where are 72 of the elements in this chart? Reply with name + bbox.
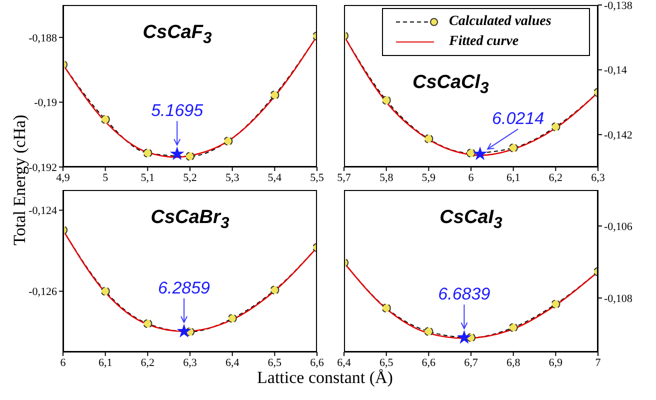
x-tick-label: 6,4 — [225, 356, 240, 369]
point — [100, 286, 110, 296]
text: CsCaF$_{3}$ — [142, 22, 213, 48]
x-tick-label: 7 — [595, 356, 602, 369]
y-tick-label: -0,192 — [28, 162, 57, 174]
x-tick-label: 5,9 — [422, 172, 436, 184]
point — [143, 148, 152, 158]
x-tick-label: 6,4 — [337, 356, 352, 369]
point — [270, 286, 280, 295]
point — [100, 114, 110, 124]
point — [382, 96, 391, 105]
point — [508, 323, 518, 332]
point — [551, 122, 560, 132]
legend-label: Fitted curve — [449, 34, 519, 50]
x-tick-label: 6,7 — [464, 356, 478, 369]
point — [424, 326, 434, 336]
x-tick-label: 6,2 — [140, 356, 155, 369]
point — [424, 134, 434, 144]
x-tick-label: 6,5 — [379, 356, 394, 369]
x-tick-label: 6,6 — [310, 356, 324, 369]
x-tick-label: 6 — [468, 172, 474, 184]
x-tick-label: 6,3 — [591, 172, 606, 184]
annotation: 6.0214 — [492, 109, 544, 128]
point — [228, 314, 237, 323]
x-tick-label: 6,8 — [506, 356, 521, 369]
x-tick-label: 6,2 — [548, 172, 563, 184]
x-tick-label: 6 — [60, 356, 66, 369]
point — [457, 330, 472, 344]
point — [382, 304, 391, 313]
annotation: 6.2859 — [158, 278, 211, 298]
text: CsCaCl$_{3}$ — [411, 72, 490, 98]
point — [551, 300, 560, 309]
legend-label: Calculated values — [449, 14, 552, 30]
point — [143, 319, 152, 328]
point — [224, 136, 233, 146]
x-tick-label: 6,6 — [422, 356, 436, 369]
x-tick-label: 6,1 — [506, 172, 520, 184]
point — [508, 143, 518, 152]
point — [170, 146, 184, 160]
point — [186, 152, 194, 161]
x-tick-label: 5 — [102, 172, 109, 184]
y-tick-label: -0,106 — [604, 220, 633, 233]
x-tick-label: 6,9 — [548, 356, 564, 369]
x-tick-label: 4,9 — [56, 172, 70, 184]
x-tick-label: 5,8 — [379, 172, 394, 184]
y-tick-label: -0,19 — [34, 97, 58, 110]
point — [472, 146, 488, 160]
y-tick-label: -0,108 — [604, 292, 633, 305]
x-tick-label: 5,3 — [225, 172, 240, 184]
x-tick-label: 5,5 — [310, 172, 324, 184]
y-tick-label: -0,124 — [28, 205, 58, 218]
point — [270, 90, 280, 100]
y-axis-title: Total Energy (cHa) — [10, 114, 29, 248]
text: CsCaBr$_{3}$ — [150, 207, 230, 233]
annotation: 5.1695 — [151, 101, 204, 120]
y-tick-label: -0,142 — [604, 130, 632, 142]
x-tick-label: 6,5 — [268, 356, 282, 369]
point — [466, 148, 476, 158]
y-tick-label: -0,138 — [604, 0, 633, 12]
y-tick-label: -0,126 — [28, 286, 58, 298]
annotation: 6.6839 — [438, 284, 491, 304]
x-tick-label: 6,1 — [98, 356, 112, 369]
point — [176, 324, 192, 338]
x-tick-label: 5,2 — [183, 172, 197, 184]
x-tick-label: 5,1 — [140, 172, 155, 184]
x-axis-title: Lattice constant (Å) — [256, 368, 394, 388]
y-tick-label: -0,188 — [28, 32, 58, 44]
y-tick-label: -0,14 — [604, 64, 628, 77]
x-tick-label: 5,7 — [337, 172, 352, 184]
x-tick-label: 6,3 — [183, 356, 198, 369]
x-tick-label: 5,4 — [268, 172, 282, 184]
text: CsCaI$_{3}$ — [438, 207, 504, 233]
